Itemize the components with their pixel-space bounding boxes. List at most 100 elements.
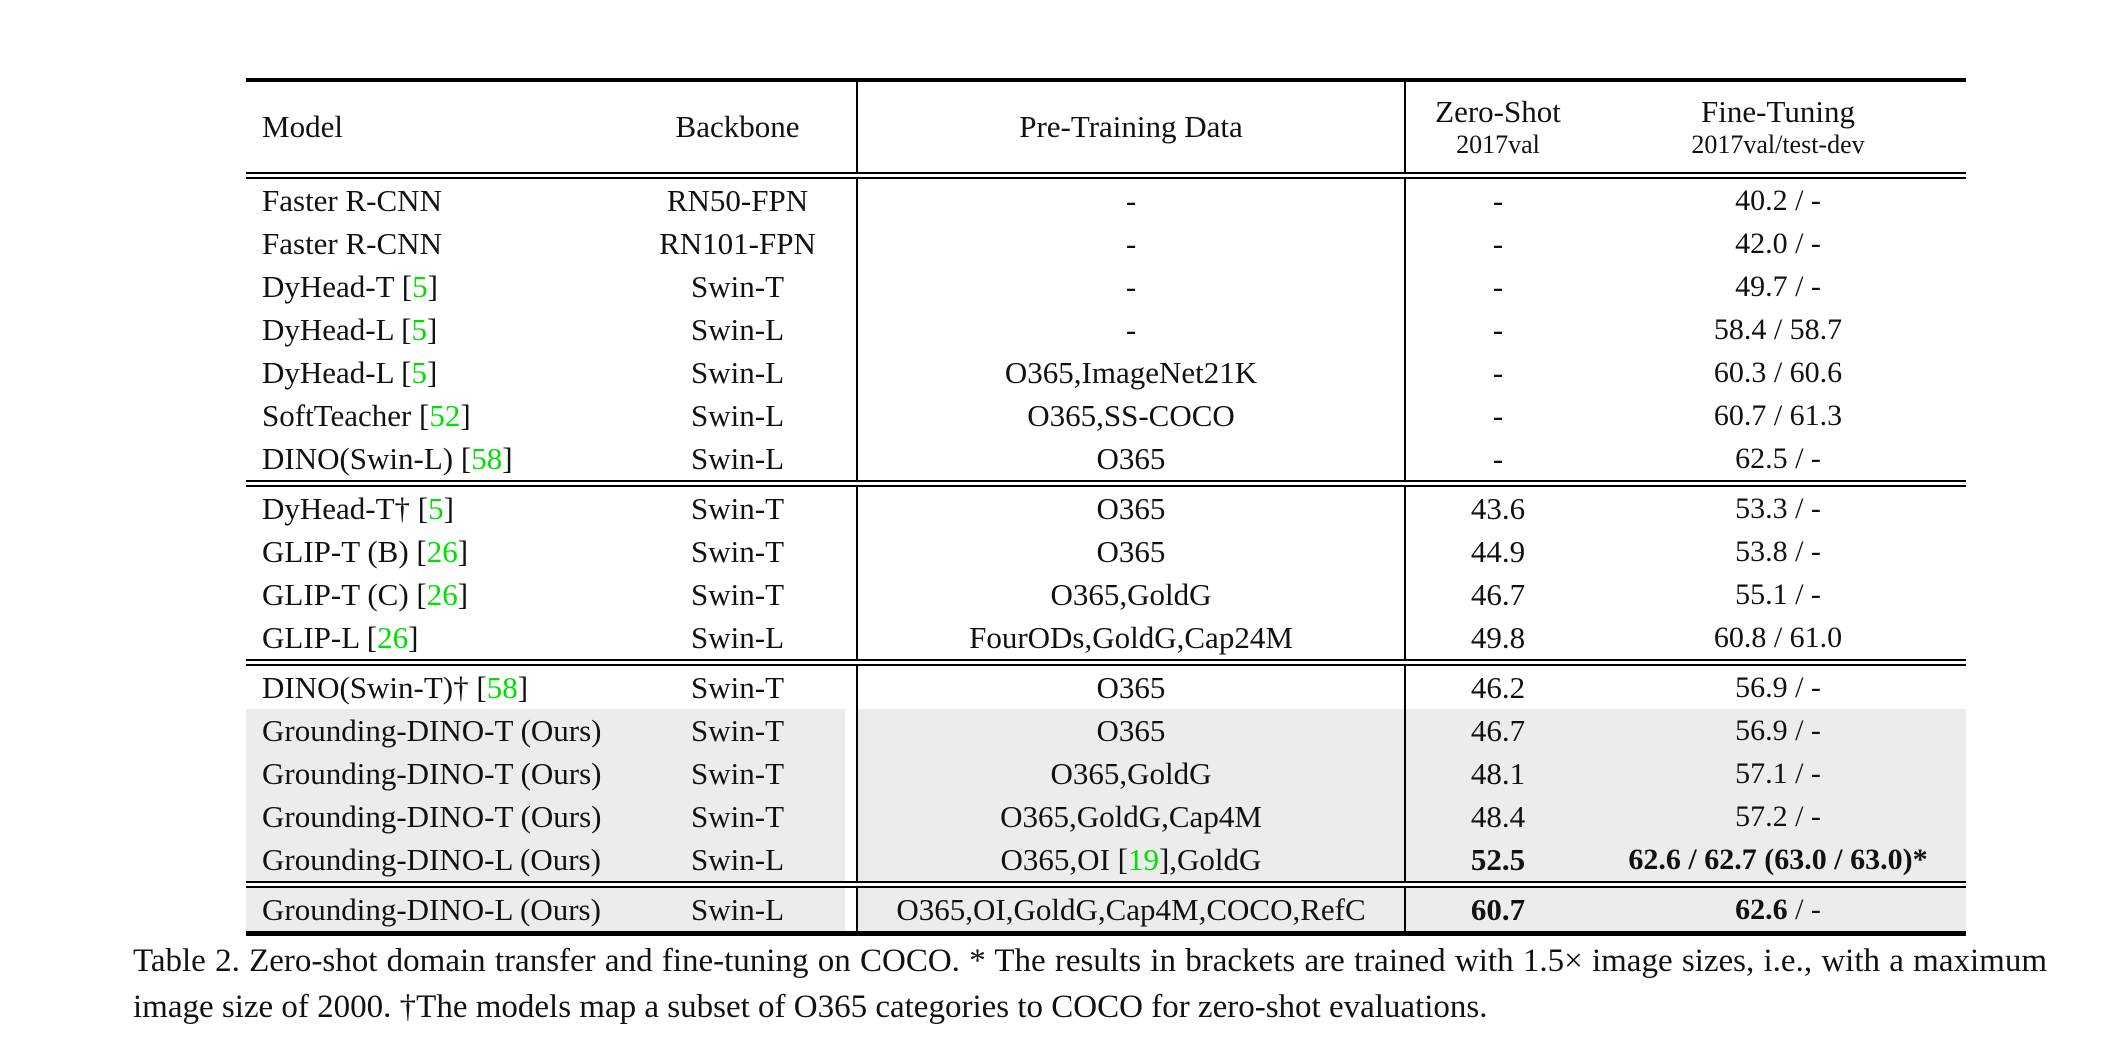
cell-fine-tuning: 57.1 / - — [1590, 752, 1966, 795]
fine-tuning-value: 60.7 / 61.3 — [1713, 399, 1843, 432]
table-row: DyHead-L [5] Swin-L O365,ImageNet21K - 60.3 … — [246, 351, 1966, 394]
table-row: Grounding-DINO-T (Ours) Swin-T O365,GoldG 4… — [246, 752, 1966, 795]
cell-model: Faster R-CNN — [262, 226, 442, 261]
citation-number: 5 — [412, 269, 428, 304]
cell-fine-tuning: 53.8 / - — [1590, 530, 1966, 573]
cell-model: DyHead-L [5] — [262, 312, 438, 347]
cell-backbone: Swin-T — [691, 670, 784, 705]
table-row: Grounding-DINO-T (Ours) Swin-T O365,GoldG,… — [246, 795, 1966, 838]
zero-shot-value: - — [1492, 226, 1504, 261]
header-pretrain: Pre-Training Data — [856, 82, 1404, 172]
cell-gap — [845, 179, 856, 222]
cell-pretraining-data: - — [856, 308, 1404, 351]
table-row: Grounding-DINO-L (Ours) Swin-L O365,OI,Gol… — [246, 888, 1966, 931]
cell-pretraining-data: O365,GoldG,Cap4M — [856, 795, 1404, 838]
cell-zero-shot: 43.6 — [1404, 487, 1590, 530]
cell-zero-shot: - — [1404, 351, 1590, 394]
cell-fine-tuning: 55.1 / - — [1590, 573, 1966, 616]
zero-shot-value: 46.7 — [1470, 577, 1526, 612]
cell-model: DyHead-T [5] — [262, 269, 438, 304]
cell-model: Grounding-DINO-T (Ours) — [246, 709, 630, 752]
header-pretrain-label: Pre-Training Data — [1019, 109, 1243, 144]
cell-gap — [845, 437, 856, 480]
group-separator-rule — [246, 659, 1966, 666]
cell-gap — [845, 666, 856, 709]
fine-tuning-value: 62.6 / 62.7 (63.0 / 63.0)* — [1628, 843, 1928, 876]
zero-shot-value: - — [1492, 441, 1504, 476]
citation-number: 19 — [1127, 842, 1159, 877]
citation-number: 5 — [411, 355, 427, 390]
cell-pretraining-data: O365 — [856, 437, 1404, 480]
cell-zero-shot: - — [1404, 308, 1590, 351]
table-row: Faster R-CNN RN101-FPN - - 42.0 / - — [246, 222, 1966, 265]
zero-shot-value: - — [1492, 183, 1504, 218]
fine-tuning-value: 60.3 / 60.6 — [1713, 356, 1843, 389]
table-header-row: Model Backbone Pre-Training Data Zero-Sh… — [246, 82, 1966, 172]
zero-shot-value: - — [1492, 355, 1504, 390]
table-row: GLIP-T (B) [26] Swin-T O365 44.9 53.8 / - — [246, 530, 1966, 573]
cell-zero-shot: 48.1 — [1404, 752, 1590, 795]
cell-model: GLIP-T (B) [26] — [262, 534, 469, 569]
cell-backbone: Swin-T — [691, 491, 784, 526]
fine-tuning-value: 62.6 — [1735, 893, 1788, 926]
fine-tuning-value: 56.9 / - — [1735, 671, 1821, 704]
cell-fine-tuning: 40.2 / - — [1590, 179, 1966, 222]
cell-backbone: Swin-T — [630, 709, 845, 752]
citation-number: 26 — [426, 577, 458, 612]
citation-number: 26 — [426, 534, 458, 569]
cell-backbone: Swin-T — [630, 795, 845, 838]
table-row: GLIP-L [26] Swin-L FourODs,GoldG,Cap24M 49.… — [246, 616, 1966, 659]
header-finetune-label: Fine-Tuning — [1701, 94, 1855, 129]
table-row: DyHead-T† [5] Swin-T O365 43.6 53.3 / - — [246, 487, 1966, 530]
cell-fine-tuning: 62.6 / 62.7 (63.0 / 63.0)* — [1590, 838, 1966, 881]
cell-gap — [845, 838, 856, 881]
cell-zero-shot: 44.9 — [1404, 530, 1590, 573]
zero-shot-value: 52.5 — [1470, 842, 1526, 877]
table-row: DINO(Swin-T)† [58] Swin-T O365 46.2 56.9 / - — [246, 666, 1966, 709]
header-model-label: Model — [262, 109, 343, 144]
cell-gap — [845, 351, 856, 394]
cell-zero-shot: 46.2 — [1404, 666, 1590, 709]
cell-zero-shot: 49.8 — [1404, 616, 1590, 659]
fine-tuning-value: 62.5 / - — [1735, 442, 1821, 475]
cell-gap — [845, 530, 856, 573]
table-row: GLIP-T (C) [26] Swin-T O365,GoldG 46.7 55.1 … — [246, 573, 1966, 616]
fine-tuning-value: 58.4 / 58.7 — [1713, 313, 1843, 346]
zero-shot-value: 49.8 — [1470, 620, 1526, 655]
fine-tuning-value: 42.0 / - — [1735, 227, 1821, 260]
citation-number: 5 — [411, 312, 427, 347]
header-zeroshot-sublabel: 2017val — [1456, 130, 1540, 159]
cell-pretraining-data: O365 — [856, 709, 1404, 752]
cell-gap — [845, 487, 856, 530]
cell-model: DINO(Swin-T)† [58] — [262, 670, 529, 705]
table-row: DINO(Swin-L) [58] Swin-L O365 - 62.5 / - — [246, 437, 1966, 480]
fine-tuning-value: 53.3 / - — [1735, 492, 1821, 525]
cell-backbone: RN50-FPN — [666, 183, 809, 218]
group-separator-rule — [246, 480, 1966, 487]
cell-gap — [845, 394, 856, 437]
results-table: Model Backbone Pre-Training Data Zero-Sh… — [246, 78, 1966, 936]
cell-model: SoftTeacher [52] — [262, 398, 471, 433]
cell-gap — [845, 888, 856, 931]
cell-zero-shot: 48.4 — [1404, 795, 1590, 838]
cell-fine-tuning: 53.3 / - — [1590, 487, 1966, 530]
cell-pretraining-data: O365 — [856, 530, 1404, 573]
cell-fine-tuning: 60.7 / 61.3 — [1590, 394, 1966, 437]
header-zeroshot-label: Zero-Shot — [1435, 94, 1561, 129]
zero-shot-value: - — [1492, 269, 1504, 304]
cell-zero-shot: - — [1404, 265, 1590, 308]
cell-fine-tuning: 60.3 / 60.6 — [1590, 351, 1966, 394]
zero-shot-value: 44.9 — [1470, 534, 1526, 569]
cell-model: GLIP-T (C) [26] — [262, 577, 469, 612]
fine-tuning-value: 53.8 / - — [1735, 535, 1821, 568]
cell-gap — [845, 795, 856, 838]
table-top-rule — [246, 78, 1966, 82]
group-separator-rule — [246, 881, 1966, 888]
zero-shot-value: 43.6 — [1470, 491, 1526, 526]
cell-fine-tuning: 62.5 / - — [1590, 437, 1966, 480]
cell-zero-shot: - — [1404, 222, 1590, 265]
cell-pretraining-data: O365 — [856, 666, 1404, 709]
cell-backbone: Swin-L — [630, 888, 845, 931]
cell-gap — [845, 573, 856, 616]
table-row: Faster R-CNN RN50-FPN - - 40.2 / - — [246, 179, 1966, 222]
